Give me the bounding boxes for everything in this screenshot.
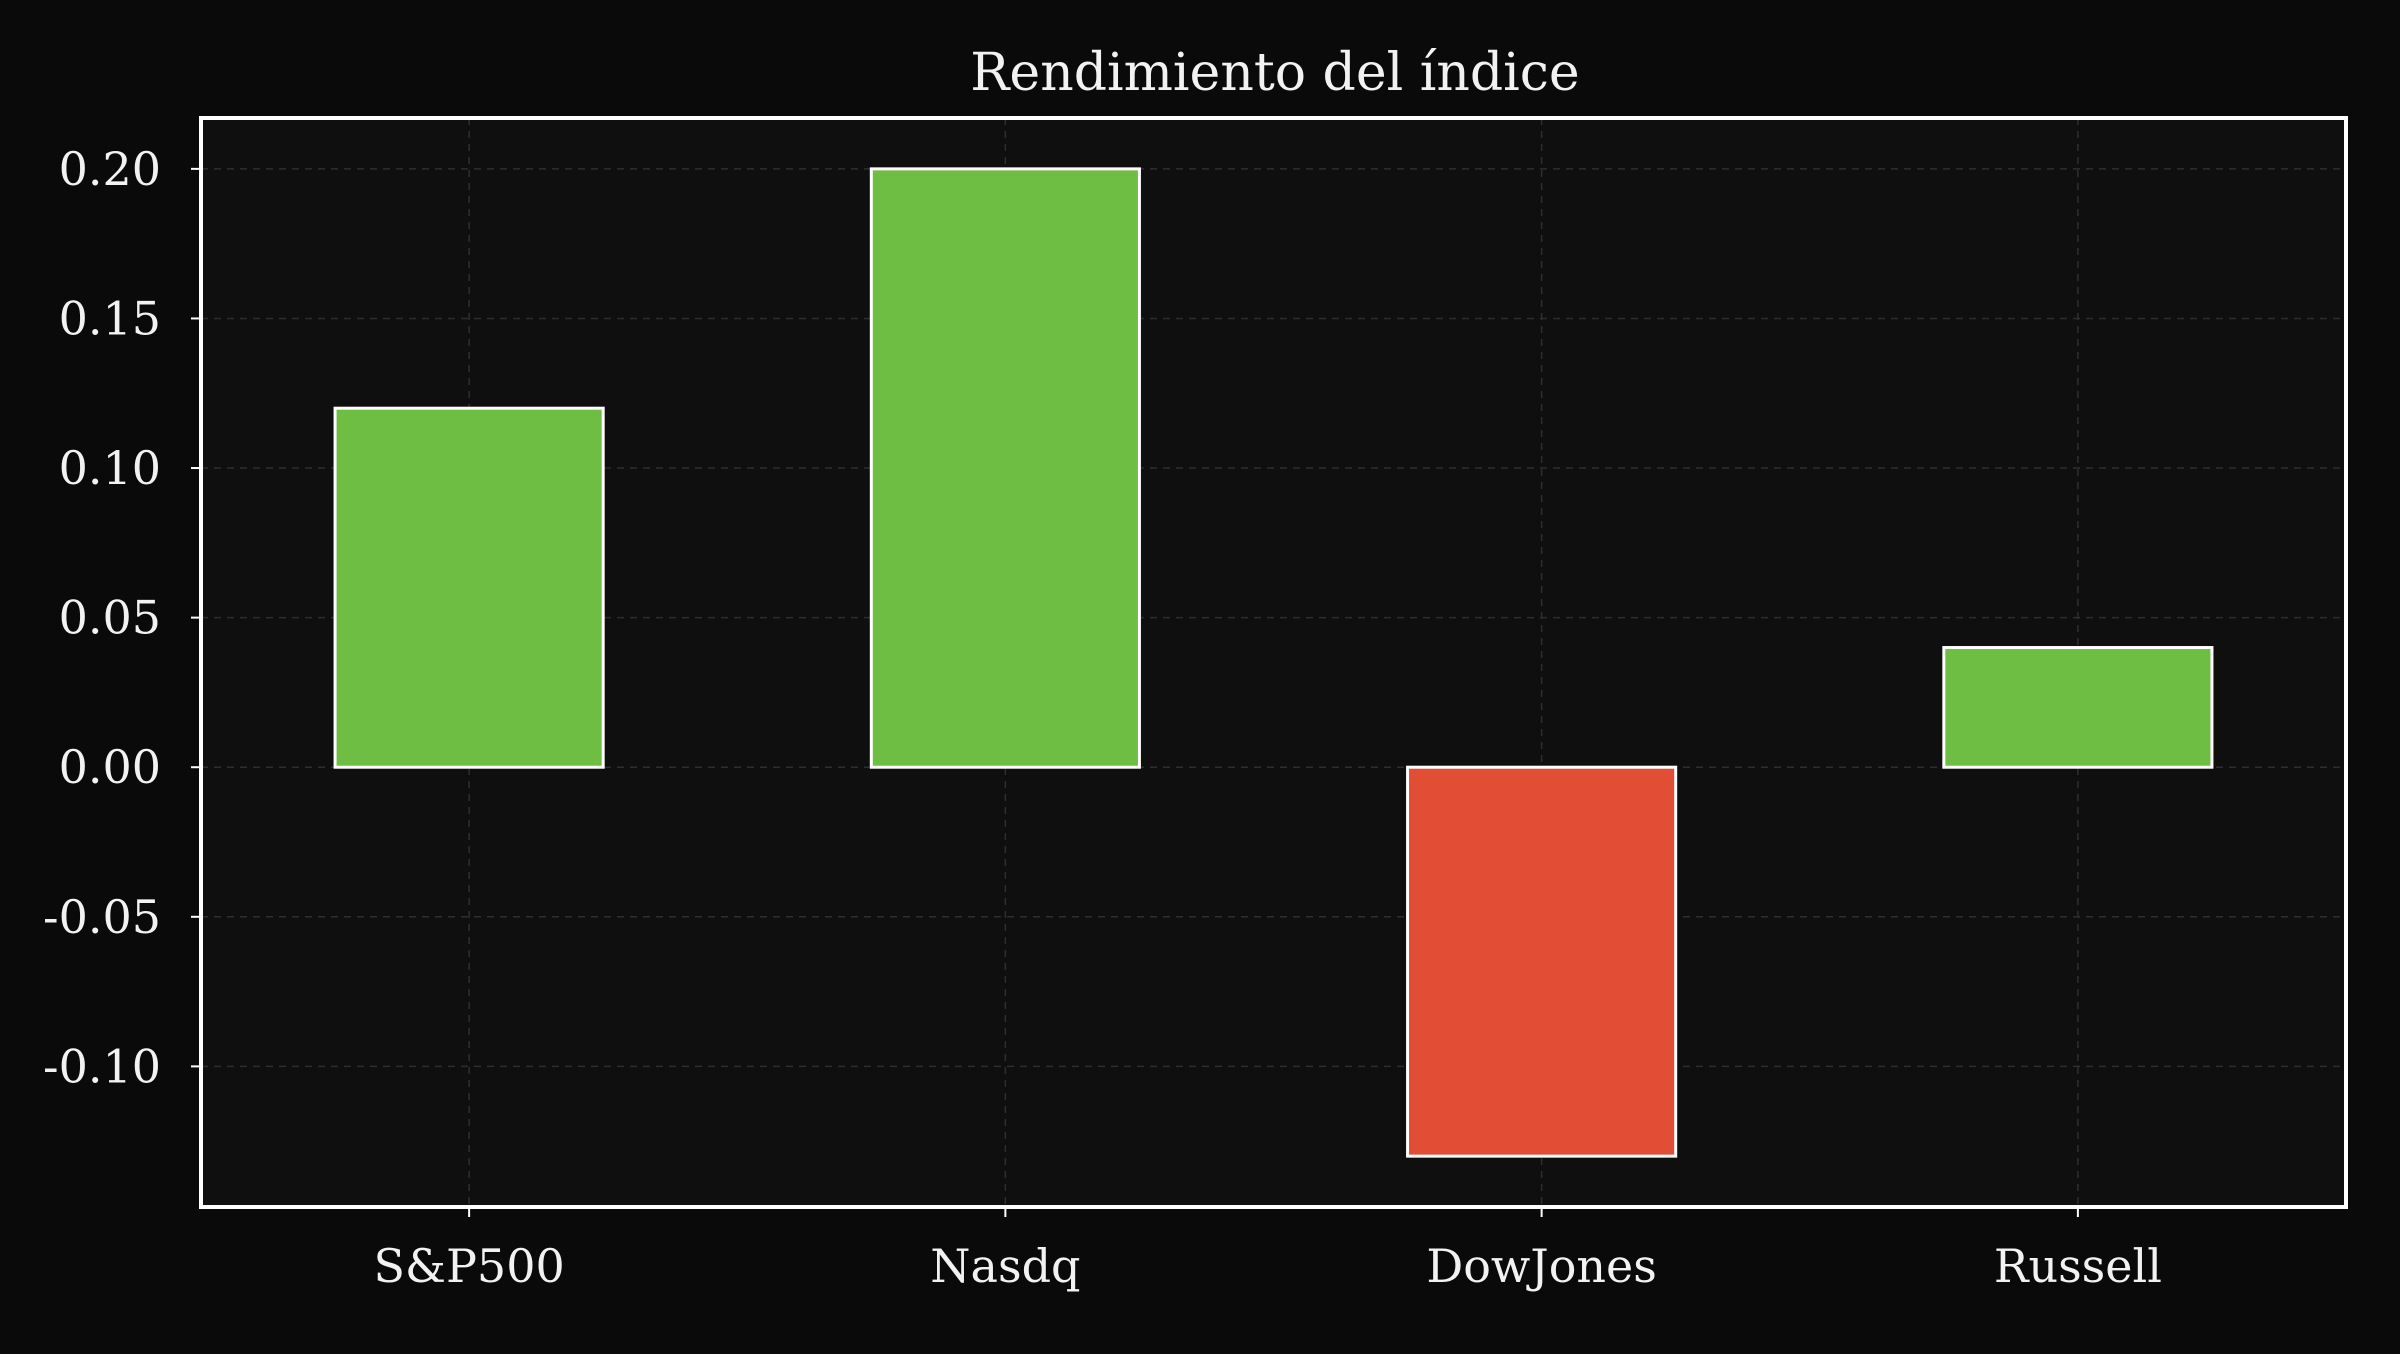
x-tick-label: DowJones	[1426, 1239, 1657, 1293]
y-tick-label: 0.15	[59, 291, 161, 345]
y-tick-label: -0.05	[43, 890, 161, 944]
x-tick-label: S&P500	[374, 1239, 565, 1293]
bar-s-p500	[333, 406, 605, 769]
bar-russell	[1942, 646, 2214, 769]
y-tick-label: 0.05	[59, 591, 161, 645]
plot-frame	[199, 116, 2348, 1209]
x-tick-label: Russell	[1994, 1239, 2162, 1293]
bar-nasdq	[869, 167, 1141, 769]
chart-title: Rendimiento del índice	[970, 43, 1579, 103]
y-axis: 0.20 0.15 0.10 0.05 0.00 -0.05 -0.10	[43, 142, 201, 1093]
y-tick-label: 0.00	[59, 740, 161, 794]
bars	[333, 167, 2214, 1158]
x-tick-label: Nasdq	[930, 1239, 1080, 1293]
bar-dowjones	[1406, 765, 1678, 1158]
y-tick-label: 0.20	[59, 142, 161, 196]
y-tick-label: 0.10	[59, 441, 161, 495]
x-axis: S&P500 Nasdq DowJones Russell	[374, 1207, 2162, 1293]
y-tick-label: -0.10	[43, 1039, 161, 1093]
